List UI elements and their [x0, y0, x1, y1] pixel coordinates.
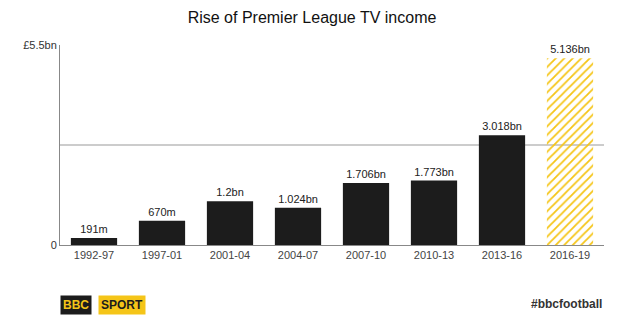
svg-text:2007-10: 2007-10: [346, 249, 386, 261]
svg-text:£5.5bn: £5.5bn: [23, 39, 57, 51]
svg-text:2001-04: 2001-04: [210, 249, 250, 261]
svg-text:5.136bn: 5.136bn: [550, 43, 590, 55]
svg-text:Rise of Premier League TV inco: Rise of Premier League TV income: [188, 9, 437, 26]
svg-text:1992-97: 1992-97: [74, 249, 114, 261]
svg-text:2016-19: 2016-19: [550, 249, 590, 261]
svg-text:670m: 670m: [148, 206, 176, 218]
svg-text:191m: 191m: [80, 223, 108, 235]
svg-text:SPORT: SPORT: [101, 298, 143, 312]
svg-text:2010-13: 2010-13: [414, 249, 454, 261]
svg-text:3.018bn: 3.018bn: [482, 120, 522, 132]
svg-text:0: 0: [51, 239, 57, 251]
svg-text:1.706bn: 1.706bn: [346, 168, 386, 180]
svg-text:2004-07: 2004-07: [278, 249, 318, 261]
svg-text:1997-01: 1997-01: [142, 249, 182, 261]
svg-text:2013-16: 2013-16: [482, 249, 522, 261]
svg-text:1.2bn: 1.2bn: [216, 186, 244, 198]
svg-text:#bbcfootball: #bbcfootball: [531, 297, 602, 311]
svg-text:1.024bn: 1.024bn: [278, 193, 318, 205]
svg-text:1.773bn: 1.773bn: [414, 166, 454, 178]
svg-text:BBC: BBC: [63, 298, 89, 312]
